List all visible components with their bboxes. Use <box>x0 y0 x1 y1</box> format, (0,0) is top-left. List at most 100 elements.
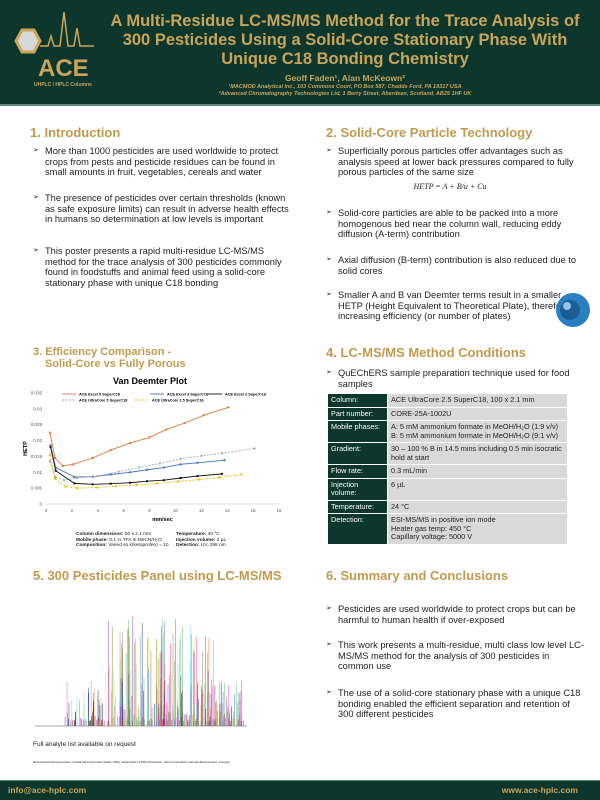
table-row: Part number: CORE-25A-1002U <box>327 406 568 421</box>
series-line <box>50 445 225 478</box>
caption-label: Detection: <box>176 543 200 549</box>
data-point <box>221 472 224 475</box>
data-point <box>223 459 226 462</box>
website-link[interactable]: www.ace-hplc.com <box>501 785 578 795</box>
data-point <box>179 476 182 479</box>
title-line: 3. Efficiency Comparison - <box>33 346 172 358</box>
series-line <box>49 406 229 467</box>
y-tick-label: 0.005 <box>31 486 43 491</box>
row-value: A: 5 mM ammonium formate in MeOH/H₂O (1:… <box>387 420 568 443</box>
row-label: Mobile phases: <box>327 420 388 443</box>
affiliation-2: ²Advanced Chromatography Technologies Lt… <box>218 91 472 97</box>
x-tick-label: 16 <box>251 508 257 513</box>
legend-entry: ACE Excel 3 SuperC18 <box>167 393 208 397</box>
data-point <box>129 471 132 474</box>
data-point <box>109 449 112 452</box>
caption-value: UV, 258 nm <box>199 543 226 549</box>
y-tick-label: 0.035 <box>31 391 43 396</box>
data-point <box>64 485 67 488</box>
row-label: Gradient: <box>327 442 388 465</box>
chart-title: Van Deemter Plot <box>113 376 187 386</box>
table-row: Detection: ESI-MS/MS in positive ion mode… <box>327 513 568 545</box>
credit-note: Reproduced with permission of National F… <box>33 760 230 764</box>
data-point <box>177 480 180 483</box>
data-point <box>54 457 57 460</box>
data-point <box>48 460 51 463</box>
data-point <box>162 479 165 482</box>
data-point <box>63 479 66 482</box>
affiliations: ¹MACMOD Analytical Inc., 103 Commons Cou… <box>100 84 590 98</box>
data-point <box>114 485 117 488</box>
data-point <box>73 482 76 485</box>
value-line: A: 5 mM ammonium formate in MeOH/H₂O (1:… <box>391 422 559 431</box>
y-axis-label: HETP <box>23 441 29 456</box>
data-point <box>145 480 148 483</box>
caption-value: 2 µL <box>215 537 227 543</box>
section-title-pesticides: 5. 300 Pesticides Panel using LC-MS/MS <box>33 568 282 583</box>
caption-item: Mobile phase: 0.1 % TFA in MeCN/H₂O <box>76 538 176 544</box>
x-tick-label: 4 <box>97 508 100 513</box>
row-label: Detection: <box>327 513 388 545</box>
data-point <box>197 478 200 481</box>
row-value: 6 µL <box>387 477 568 501</box>
caption-value: 0.1 % TFA in MeCN/H₂O <box>107 537 162 543</box>
caption-item: Composition: Varied so k(ketoprofen) = 1… <box>76 543 176 549</box>
bullet: The use of a solid-core stationary phase… <box>326 688 586 720</box>
x-tick-label: 12 <box>199 508 205 513</box>
data-point <box>109 482 112 485</box>
bullet: Axial diffusion (B-term) contribution is… <box>326 255 586 276</box>
row-value: 0.3 mL/min <box>387 464 568 479</box>
value-line: 30 – 100 % B in 14.5 mins including 0.5 … <box>391 444 562 462</box>
chart-caption: Column dimensions: 50 x 2.1 mm Mobile pha… <box>76 532 276 549</box>
title-line: Solid-Core vs Fully Porous <box>45 358 186 370</box>
table-row: Gradient: 30 – 100 % B in 14.5 mins inclu… <box>327 442 568 465</box>
bullet: This poster presents a rapid multi-resid… <box>33 246 293 288</box>
x-tick-label: 6 <box>122 508 125 513</box>
caption-item: Detection: UV, 258 nm <box>176 543 276 549</box>
row-label: Temperature: <box>327 499 388 514</box>
x-tick-label: 0 <box>45 508 48 513</box>
row-label: Flow rate: <box>327 464 388 479</box>
data-point <box>73 476 76 479</box>
caption-label: Injection volume: <box>176 537 216 543</box>
value-line: 0.3 mL/min <box>391 466 428 475</box>
bullet: More than 1000 pesticides are used world… <box>33 146 293 178</box>
row-value: ESI-MS/MS in positive ion mode Heater gas… <box>387 513 568 545</box>
value-line: B: 5 mM ammonium formate in MeOH/H₂O (9:… <box>391 430 559 440</box>
data-point <box>91 457 94 460</box>
caption-label: Column dimensions: <box>76 532 124 537</box>
data-point <box>61 464 64 467</box>
data-point <box>138 466 141 469</box>
email-link[interactable]: info@ace-hplc.com <box>8 785 87 795</box>
caption-item: Injection volume: 2 µL <box>176 538 276 544</box>
row-value: ACE UltraCore 2.5 SuperC18, 100 x 2.1 mm <box>387 393 568 408</box>
data-point <box>179 463 182 466</box>
poster-header: ACE UHPLC / HPLC Columns A Multi-Residue… <box>0 0 600 106</box>
data-point <box>218 476 221 479</box>
legend-entry: ACE Excel 2 SuperC18 <box>225 393 266 397</box>
data-point <box>227 406 230 409</box>
x-axis-label: mm/sec <box>152 517 173 523</box>
data-point <box>145 468 148 471</box>
data-point <box>196 461 199 464</box>
data-point <box>129 442 132 445</box>
section-title-introduction: 1. Introduction <box>30 125 121 140</box>
x-tick-label: 18 <box>276 508 282 513</box>
data-point <box>156 482 159 485</box>
data-point <box>183 422 186 425</box>
data-point <box>48 453 51 456</box>
caption-value: 40 °C <box>206 532 220 537</box>
data-point <box>54 466 57 469</box>
data-point <box>91 483 94 486</box>
data-point <box>76 487 79 490</box>
row-value: 30 – 100 % B in 14.5 mins including 0.5 … <box>387 442 568 465</box>
y-tick-label: 0 <box>39 502 42 507</box>
section-title-efficiency: 3. Efficiency Comparison - Solid-Core vs… <box>33 346 186 370</box>
value-line: Capillary voltage: 5000 V <box>391 532 473 541</box>
method-conditions-table: Column: ACE UltraCore 2.5 SuperC18, 100 x… <box>327 393 568 545</box>
data-point <box>117 470 120 473</box>
row-label: Column: <box>327 393 388 408</box>
van-deemter-equation: HETP = A + B/u + Cu <box>413 182 487 191</box>
row-label: Part number: <box>327 406 388 421</box>
value-line: ACE UltraCore 2.5 SuperC18, 100 x 2.1 mm <box>391 395 535 404</box>
